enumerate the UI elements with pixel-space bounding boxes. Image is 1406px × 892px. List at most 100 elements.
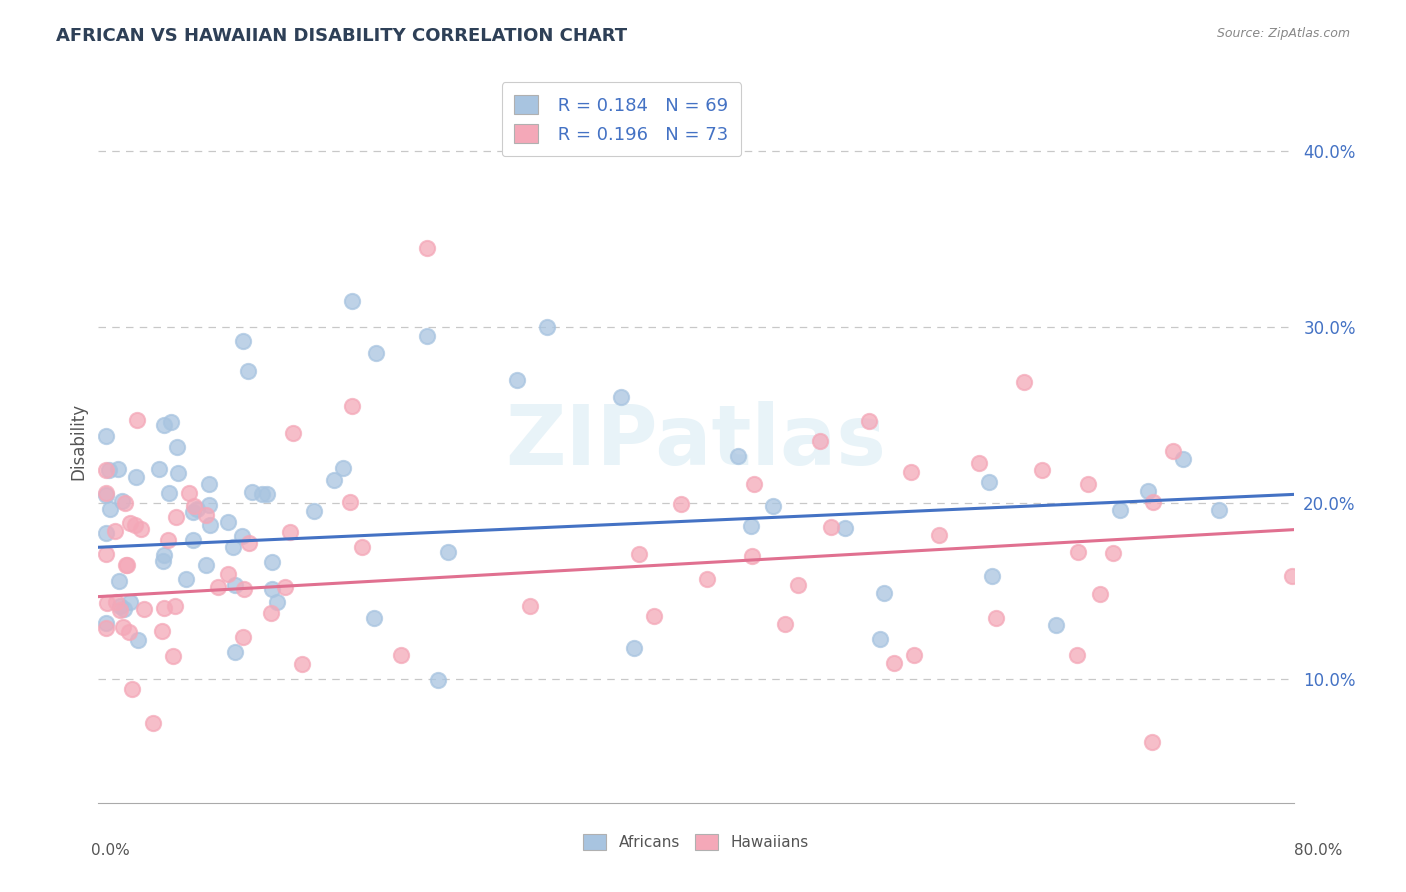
Point xyxy=(150,624,173,638)
Point xyxy=(259,606,281,620)
Point xyxy=(120,516,142,530)
Point xyxy=(274,580,297,594)
Point xyxy=(808,434,831,448)
Point xyxy=(104,524,127,538)
Point xyxy=(416,328,439,343)
Point xyxy=(181,533,204,547)
Point xyxy=(166,440,188,454)
Point xyxy=(1281,569,1303,583)
Point xyxy=(195,508,218,522)
Point xyxy=(148,461,170,475)
Point xyxy=(107,462,129,476)
Point xyxy=(108,574,131,588)
Point xyxy=(623,640,645,655)
Point xyxy=(232,334,254,349)
Point xyxy=(112,601,135,615)
Point xyxy=(121,681,143,696)
Point xyxy=(94,615,117,630)
Point xyxy=(696,572,718,586)
Point xyxy=(198,498,221,512)
Point xyxy=(332,461,354,475)
Point xyxy=(291,657,314,671)
Point xyxy=(610,391,633,405)
Point xyxy=(129,523,152,537)
Point xyxy=(1161,444,1184,458)
Point xyxy=(1045,618,1067,632)
Point xyxy=(118,595,141,609)
Point xyxy=(762,499,785,513)
Point xyxy=(260,582,283,596)
Point xyxy=(181,505,204,519)
Point xyxy=(94,428,117,442)
Text: Source: ZipAtlas.com: Source: ZipAtlas.com xyxy=(1216,27,1350,40)
Point xyxy=(217,566,239,581)
Point xyxy=(236,364,259,378)
Point xyxy=(224,645,246,659)
Point xyxy=(339,495,361,509)
Point xyxy=(240,484,263,499)
Point xyxy=(124,470,146,484)
Point xyxy=(198,517,221,532)
Point xyxy=(389,648,412,662)
Point xyxy=(427,673,450,687)
Point xyxy=(869,632,891,647)
Point xyxy=(980,569,1002,583)
Point xyxy=(741,549,763,563)
Point xyxy=(302,503,325,517)
Point xyxy=(834,521,856,535)
Point xyxy=(1208,503,1230,517)
Point xyxy=(342,293,364,308)
Point xyxy=(152,554,174,568)
Point xyxy=(108,599,131,614)
Point xyxy=(114,558,136,572)
Point xyxy=(1012,375,1035,389)
Point xyxy=(114,496,136,510)
Text: ZIPatlas: ZIPatlas xyxy=(506,401,886,482)
Point xyxy=(222,540,245,554)
Point xyxy=(1077,477,1099,491)
Point xyxy=(111,493,134,508)
Point xyxy=(350,540,373,554)
Point xyxy=(278,525,301,540)
Point xyxy=(165,510,187,524)
Point xyxy=(94,621,117,635)
Point xyxy=(98,463,121,477)
Point xyxy=(1102,546,1125,560)
Point xyxy=(775,616,797,631)
Point xyxy=(643,609,665,624)
Point xyxy=(727,449,749,463)
Point xyxy=(112,620,135,634)
Point xyxy=(883,656,905,670)
Point xyxy=(903,648,925,662)
Point xyxy=(1109,503,1132,517)
Point xyxy=(1066,545,1088,559)
Point xyxy=(94,488,117,502)
Point xyxy=(115,558,138,573)
Point xyxy=(669,497,692,511)
Point xyxy=(125,413,148,427)
Point xyxy=(256,487,278,501)
Point xyxy=(160,415,183,429)
Point xyxy=(105,595,128,609)
Point xyxy=(416,241,439,255)
Point xyxy=(98,502,121,516)
Point xyxy=(194,558,217,572)
Point xyxy=(1142,735,1164,749)
Point xyxy=(364,345,387,359)
Point xyxy=(262,556,284,570)
Text: AFRICAN VS HAWAIIAN DISABILITY CORRELATION CHART: AFRICAN VS HAWAIIAN DISABILITY CORRELATI… xyxy=(56,27,627,45)
Point xyxy=(142,715,165,730)
Point xyxy=(224,577,246,591)
Point xyxy=(96,596,118,610)
Text: 80.0%: 80.0% xyxy=(1295,843,1343,858)
Point xyxy=(238,536,260,550)
Point xyxy=(323,473,346,487)
Point xyxy=(858,414,880,428)
Point xyxy=(174,573,197,587)
Point xyxy=(820,520,842,534)
Point xyxy=(928,528,950,542)
Point xyxy=(1136,483,1159,498)
Point xyxy=(231,528,253,542)
Point xyxy=(232,630,254,644)
Point xyxy=(536,320,558,334)
